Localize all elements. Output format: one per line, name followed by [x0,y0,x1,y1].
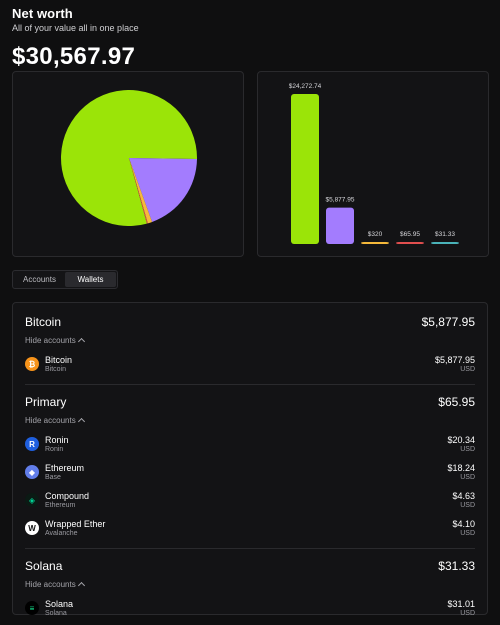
wallet-list: Bitcoin $5,877.95 Hide accounts ₿ Bitcoin Bit… [12,302,488,617]
pie-chart [61,90,197,226]
wallet-name: Bitcoin [45,355,73,365]
wallet-row[interactable]: W Wrapped Ether Avalanche $4.10 USD [25,514,475,542]
wallet-name: Ethereum [45,463,85,473]
wallet-info: Wrapped Ether Avalanche [45,519,452,537]
wallet-name: Ronin [45,435,69,445]
wallet-info: Bitcoin Bitcoin [45,355,435,373]
bar-chart: $24,272.74 $5,877.95 $320 $65.95 $31.33 [289,83,459,244]
wallet-currency: USD [460,610,475,617]
wallet-network: Avalanche [45,530,78,537]
wallet-network: Ethereum [45,502,76,509]
bar-label-4: $31.33 [435,231,455,238]
wrapped-ether-icon: W [25,521,39,535]
bar-0 [291,94,319,244]
pie-slice-solana [129,158,153,224]
wallet-row[interactable]: ≡ Solana Solana $31.01 USD [25,594,475,622]
bar-label-0: $24,272.74 [289,83,322,90]
wallet-currency: USD [460,474,475,481]
compound-icon: ◈ [25,493,39,507]
wallet-name: Wrapped Ether [45,519,106,529]
wallet-value: $31.01 [447,599,475,609]
bar-1 [326,207,354,244]
hide-accounts-label: Hide accounts [25,580,76,589]
tab-wallets[interactable]: Wallets [65,272,116,287]
tab-accounts[interactable]: Accounts [23,275,56,284]
hide-accounts-toggle[interactable]: Hide accounts [25,336,475,346]
hide-accounts-toggle[interactable]: Hide accounts [25,580,475,590]
wallet-row[interactable]: R Ronin Ronin $20.34 USD [25,430,475,458]
wallet-value: $18.24 [447,463,475,473]
wallet-currency: USD [460,502,475,509]
wallet-amount: $5,877.95 USD [435,355,475,373]
page-subtitle: All of your value all in one place [12,23,139,33]
wallet-group: Primary $65.95 Hide accounts R Ronin Ronin $20… [25,385,475,549]
wallet-group: Solana $31.33 Hide accounts ≡ Solana Solana $3… [25,549,475,625]
charts-area: $24,272.74 $5,877.95 $320 $65.95 $31.33 [12,71,489,257]
group-name: Bitcoin [25,315,62,329]
wallet-row[interactable]: ₿ Bitcoin Bitcoin $5,877.95 USD [25,350,475,378]
group-header: Solana $31.33 [25,559,475,573]
wallet-info: Solana Solana [45,599,447,617]
bar-label-3: $65.95 [400,231,420,238]
wallet-network: Bitcoin [45,366,67,373]
pie-slice-bitcoin [61,90,197,226]
wallet-row[interactable]: ◆ Ethereum Base $18.24 USD [25,458,475,486]
wallet-network: Base [45,474,61,481]
pie-slice-primary [129,158,197,222]
solana-icon: ≡ [25,601,39,615]
wallet-network: Ronin [45,446,64,453]
wallet-amount: $18.24 USD [447,463,475,481]
bar-3 [396,242,424,244]
wallet-info: Ethereum Base [45,463,447,481]
ethereum-icon: ◆ [25,465,39,479]
page-title: Net worth [12,6,73,21]
wallet-info: Ronin Ronin [45,435,447,453]
bar-chart-card: $24,272.74 $5,877.95 $320 $65.95 $31.33 [257,71,489,257]
wallet-group: Bitcoin $5,877.95 Hide accounts ₿ Bitcoin Bit… [25,303,475,385]
wallet-row[interactable]: ◈ Compound Ethereum $4.63 USD [25,486,475,514]
hide-accounts-label: Hide accounts [25,416,76,425]
group-total: $65.95 [438,395,475,409]
chevron-up-icon [77,417,85,426]
wallet-amount: $31.01 USD [447,599,475,617]
bar-2 [361,242,389,244]
wallet-name: Solana [45,599,74,609]
hide-accounts-toggle[interactable]: Hide accounts [25,416,475,426]
wallet-value: $20.34 [447,435,475,445]
wallet-value: $5,877.95 [434,355,475,365]
bar-4 [431,242,459,244]
chevron-up-icon [77,337,85,346]
group-header: Bitcoin $5,877.95 [25,315,475,329]
wallet-amount: $4.10 USD [452,519,475,537]
net-worth-total: $30,567.97 [12,43,136,70]
wallet-name: Compound [45,491,90,501]
pie-chart-card [12,71,244,257]
wallet-currency: USD [460,530,475,537]
group-total: $31.33 [438,559,475,573]
view-tabs: Accounts Wallets [12,270,118,289]
wallet-amount: $20.34 USD [447,435,475,453]
chevron-up-icon [77,581,85,590]
group-total: $5,877.95 [421,315,475,329]
wallet-info: Compound Ethereum [45,491,452,509]
bar-label-1: $5,877.95 [326,197,355,204]
hide-accounts-label: Hide accounts [25,336,76,345]
bitcoin-icon: ₿ [25,357,39,371]
wallet-value: $4.10 [452,519,475,529]
header: Net worth All of your value all in one p… [12,0,488,71]
group-name: Solana [25,559,63,573]
wallet-amount: $4.63 USD [452,491,475,509]
wallet-currency: USD [460,366,475,373]
group-header: Primary $65.95 [25,395,475,409]
ronin-icon: R [25,437,39,451]
bar-label-2: $320 [368,231,383,238]
wallet-value: $4.63 [452,491,475,501]
wallet-currency: USD [460,446,475,453]
group-name: Primary [25,395,67,409]
wallet-network: Solana [45,610,67,617]
pie-slice-other [129,158,148,224]
